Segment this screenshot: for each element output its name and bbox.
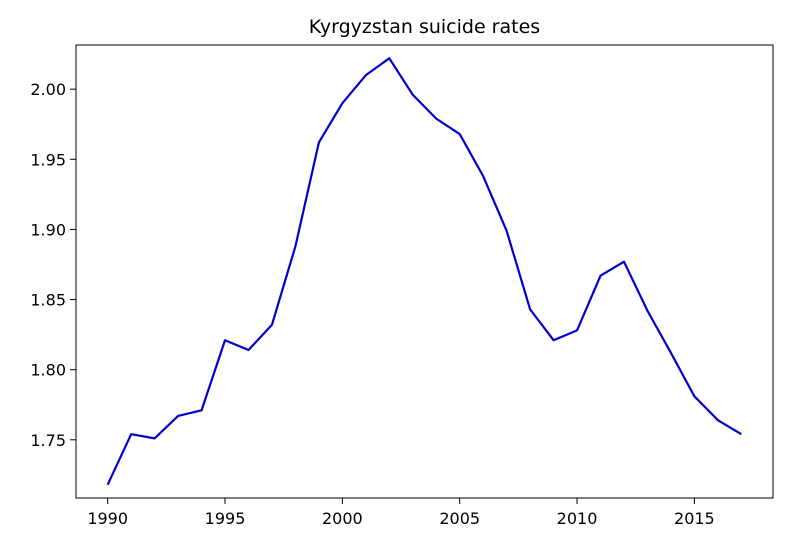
series-layer (106, 57, 742, 486)
y-tick-label: 1.95 (30, 150, 66, 169)
y-tick-label: 1.90 (30, 220, 66, 239)
y-tick-label: 1.85 (30, 291, 66, 310)
x-tick-label: 1995 (205, 509, 246, 528)
x-tick-label: 2000 (322, 509, 363, 528)
x-tick-label: 1990 (87, 509, 128, 528)
x-tick-label: 2010 (557, 509, 598, 528)
series-line (106, 57, 742, 486)
y-axis: 1.75 1.80 1.85 1.90 1.95 2.00 (30, 80, 76, 450)
plot-frame (75, 44, 774, 499)
y-tick-label: 2.00 (30, 80, 66, 99)
x-tick-label: 2005 (439, 509, 480, 528)
x-axis: 1990 1995 2000 2005 2010 2015 (87, 498, 715, 528)
y-tick-label: 1.80 (30, 361, 66, 380)
chart-title: Kyrgyzstan suicide rates (309, 16, 540, 38)
y-tick-label: 1.75 (30, 431, 66, 450)
x-tick-label: 2015 (674, 509, 715, 528)
